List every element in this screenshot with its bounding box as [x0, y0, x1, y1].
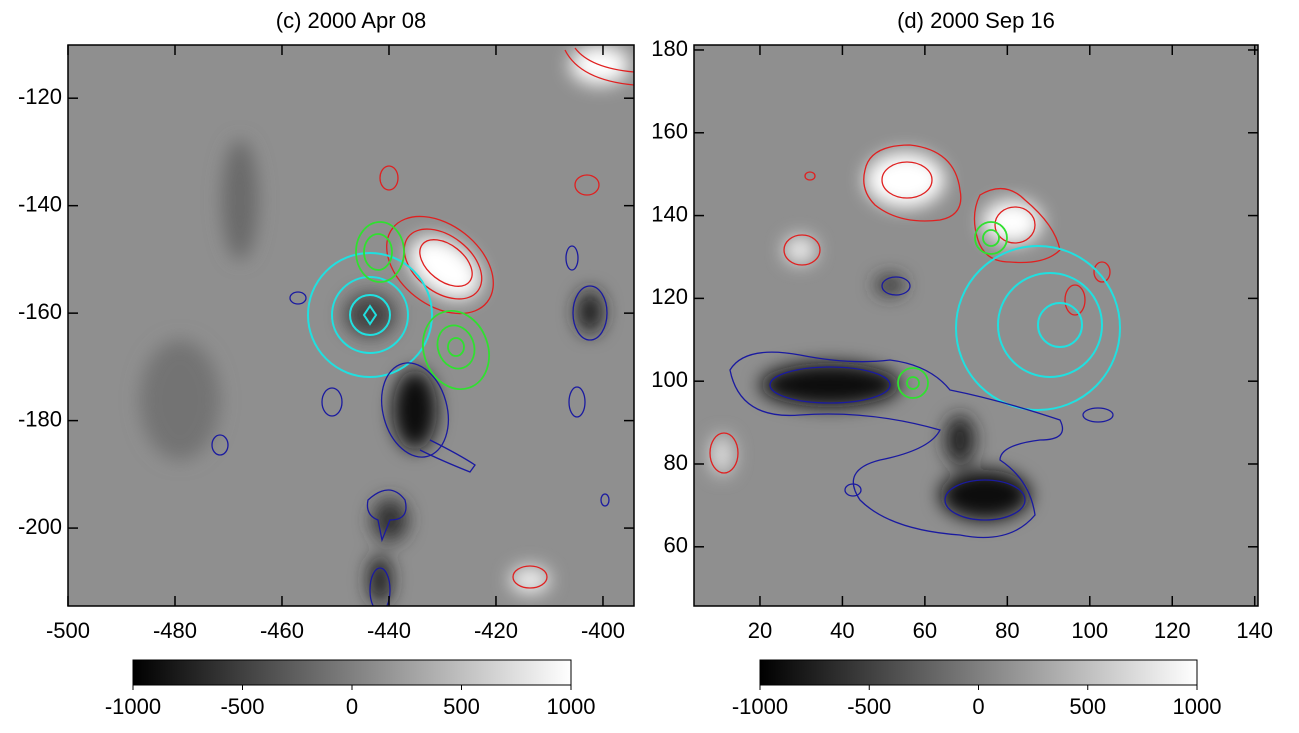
y-tick-label: 100: [651, 367, 688, 392]
x-tick-label: 80: [995, 618, 1019, 643]
plot-frame: [67, 44, 635, 607]
x-tick-label: -500: [46, 618, 90, 643]
y-tick-label: -160: [18, 299, 62, 324]
y-tick-label: 80: [664, 450, 688, 475]
x-tick-label: -460: [260, 618, 304, 643]
y-tick-label: 180: [651, 36, 688, 61]
y-tick-label: 120: [651, 284, 688, 309]
y-tick-label: -180: [18, 406, 62, 431]
colorbar: [759, 659, 1198, 686]
colorbar-tick-label: -500: [847, 694, 891, 719]
magnetogram-image: [68, 45, 634, 606]
x-tick-label: 20: [748, 618, 772, 643]
x-tick-label: 140: [1236, 618, 1273, 643]
colorbar-tick-label: -1000: [732, 694, 788, 719]
colorbar-tick-label: 500: [1069, 694, 1106, 719]
x-tick-label: -400: [581, 618, 625, 643]
y-tick-label: -200: [18, 514, 62, 539]
x-tick-label: -480: [153, 618, 197, 643]
y-tick-label: 160: [651, 119, 688, 144]
x-tick-label: 120: [1154, 618, 1191, 643]
colorbar-tick-label: 1000: [1173, 694, 1222, 719]
colorbar: [132, 659, 572, 686]
y-tick-label: 140: [651, 201, 688, 226]
colorbar-tick-label: -1000: [105, 694, 161, 719]
colorbar-tick-label: 500: [443, 694, 480, 719]
magnetogram-image: [694, 45, 1258, 606]
colorbar-tick-label: 1000: [547, 694, 596, 719]
x-tick-label: 40: [830, 618, 854, 643]
x-tick-label: -420: [474, 618, 518, 643]
colorbar-tick-label: 0: [346, 694, 358, 719]
y-tick-label: 60: [664, 533, 688, 558]
colorbar-tick-label: 0: [972, 694, 984, 719]
plot-frame: [693, 44, 1259, 607]
x-tick-label: 100: [1071, 618, 1108, 643]
x-tick-label: -440: [367, 618, 411, 643]
panel-title: (c) 2000 Apr 08: [276, 8, 426, 33]
y-tick-label: -140: [18, 191, 62, 216]
colorbar-tick-label: -500: [220, 694, 264, 719]
panel-title: (d) 2000 Sep 16: [897, 8, 1055, 33]
x-tick-label: 60: [913, 618, 937, 643]
y-tick-label: -120: [18, 84, 62, 109]
